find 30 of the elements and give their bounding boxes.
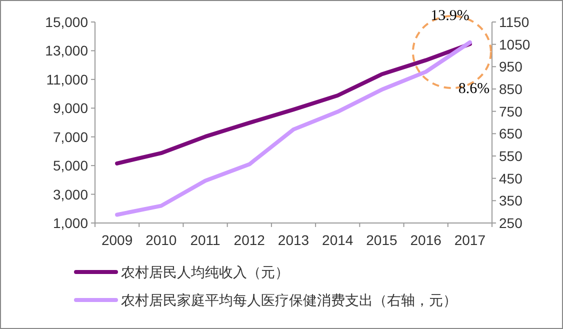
- x-tick-label: 2010: [146, 232, 177, 248]
- y2-tick-label: 450: [499, 170, 523, 186]
- legend-label: 农村居民人均纯收入（元）: [121, 264, 289, 280]
- x-tick-label: 2011: [190, 232, 221, 248]
- x-tick-label: 2016: [410, 232, 442, 248]
- x-tick-label: 2013: [278, 232, 310, 248]
- x-tick-label: 2009: [101, 232, 133, 248]
- y-tick-label: 13,000: [45, 42, 88, 59]
- y2-tick-label: 350: [499, 192, 523, 209]
- annotation: 8.6%: [458, 81, 490, 97]
- x-tick-label: 2014: [322, 232, 354, 248]
- y-tick-label: 1,000: [52, 215, 88, 231]
- y-tick-label: 9,000: [52, 100, 88, 116]
- y2-tick-label: 250: [499, 215, 523, 231]
- y2-tick-label: 1050: [499, 36, 530, 52]
- y2-tick-label: 650: [499, 126, 523, 142]
- y2-tick-label: 1150: [499, 14, 530, 30]
- y2-tick-label: 850: [499, 81, 523, 97]
- x-tick-label: 2012: [234, 232, 266, 248]
- y-tick-label: 3,000: [52, 186, 88, 202]
- x-tick-label: 2017: [454, 232, 486, 248]
- y-tick-label: 7,000: [52, 128, 88, 145]
- y-tick-label: 5,000: [52, 158, 88, 174]
- y2-tick-label: 750: [499, 103, 523, 120]
- y-tick-label: 15,000: [45, 14, 88, 30]
- y2-tick-label: 950: [499, 58, 523, 75]
- y-tick-label: 11,000: [46, 71, 88, 88]
- x-tick-label: 2015: [366, 232, 398, 248]
- legend-label: 农村居民家庭平均每人医疗保健消费支出（右轴，元）: [121, 292, 457, 308]
- y2-tick-label: 550: [499, 148, 523, 164]
